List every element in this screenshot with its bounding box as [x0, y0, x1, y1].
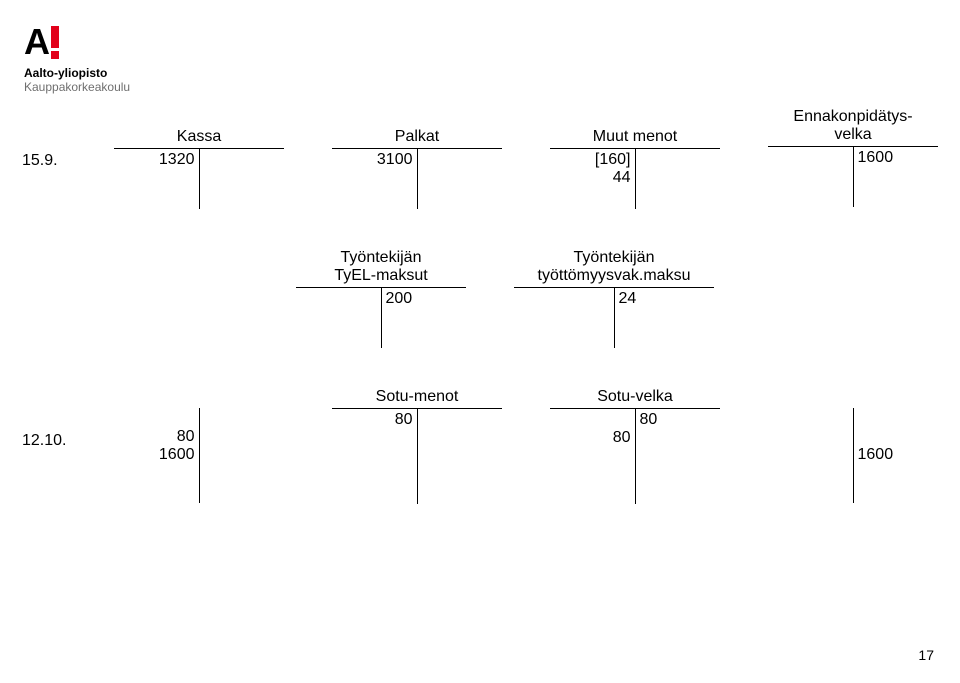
tacc-title: Ennakonpidätys- velka: [768, 108, 938, 147]
cell: 80: [640, 411, 717, 429]
tacc-tyel: Työntekijän TyEL-maksut 200: [296, 249, 466, 348]
tacc-kassa: Kassa 1320: [114, 128, 284, 209]
tacc-muut-menot: Muut menot [160] 44: [550, 128, 720, 209]
cell: 44: [554, 169, 631, 187]
cell: 80: [554, 429, 631, 447]
logo-mark: A: [24, 24, 130, 60]
tacc-title: Työntekijän työttömyysvak.maksu: [514, 249, 714, 288]
row-2: Työntekijän TyEL-maksut 200 Työntekijän …: [0, 249, 960, 348]
logo-line1: Aalto-yliopisto: [24, 66, 130, 80]
page-number: 17: [918, 647, 934, 663]
taccount-grid: 15.9. Kassa 1320 Palkat 3100 Muut menot …: [0, 128, 960, 544]
logo-exclaim-icon: [50, 24, 60, 59]
tacc-ennakko-2: 1600: [768, 388, 938, 504]
cell: 80: [118, 428, 195, 446]
cell: 80: [336, 411, 413, 429]
tacc-title: Sotu-velka: [550, 388, 720, 409]
tacc-kassa-2: 80 1600: [114, 388, 284, 504]
cell: 200: [386, 290, 463, 308]
tacc-ennakonpid: Ennakonpidätys- velka 1600: [768, 108, 938, 209]
cell: 1320: [118, 151, 195, 169]
cell: 3100: [336, 151, 413, 169]
logo-letter: A: [24, 24, 48, 60]
row-1: 15.9. Kassa 1320 Palkat 3100 Muut menot …: [0, 128, 960, 209]
tacc-title-line2: työttömyysvak.maksu: [538, 267, 691, 284]
cell: 1600: [118, 446, 195, 464]
tacc-title: Työntekijän TyEL-maksut: [296, 249, 466, 288]
cell: 24: [619, 290, 711, 308]
tacc-title: Muut menot: [550, 128, 720, 149]
tacc-sotu-menot: Sotu-menot 80: [332, 388, 502, 504]
tacc-title-line1: Työntekijän: [341, 249, 422, 266]
cell-bracket: [160]: [554, 151, 631, 169]
tacc-title-line2: TyEL-maksut: [334, 267, 427, 284]
row-3: 12.10. 80 1600 Sotu-menot 80: [0, 388, 960, 504]
brand-logo: A Aalto-yliopisto Kauppakorkeakoulu: [24, 24, 130, 94]
tacc-title: Sotu-menot: [332, 388, 502, 409]
date-label-1: 15.9.: [22, 128, 66, 209]
cell: 1600: [858, 446, 935, 464]
date-label-2: 12.10.: [22, 388, 66, 504]
tacc-title-line1: Työntekijän: [574, 249, 655, 266]
logo-line2: Kauppakorkeakoulu: [24, 80, 130, 94]
tacc-title: Kassa: [114, 128, 284, 149]
tacc-tyottomyys: Työntekijän työttömyysvak.maksu 24: [514, 249, 714, 348]
tacc-title-line1: Ennakonpidätys-: [793, 108, 912, 125]
tacc-title-line2: velka: [834, 126, 871, 143]
tacc-sotu-velka: Sotu-velka 80 80: [550, 388, 720, 504]
cell: 1600: [858, 149, 935, 167]
tacc-title: Palkat: [332, 128, 502, 149]
tacc-palkat: Palkat 3100: [332, 128, 502, 209]
